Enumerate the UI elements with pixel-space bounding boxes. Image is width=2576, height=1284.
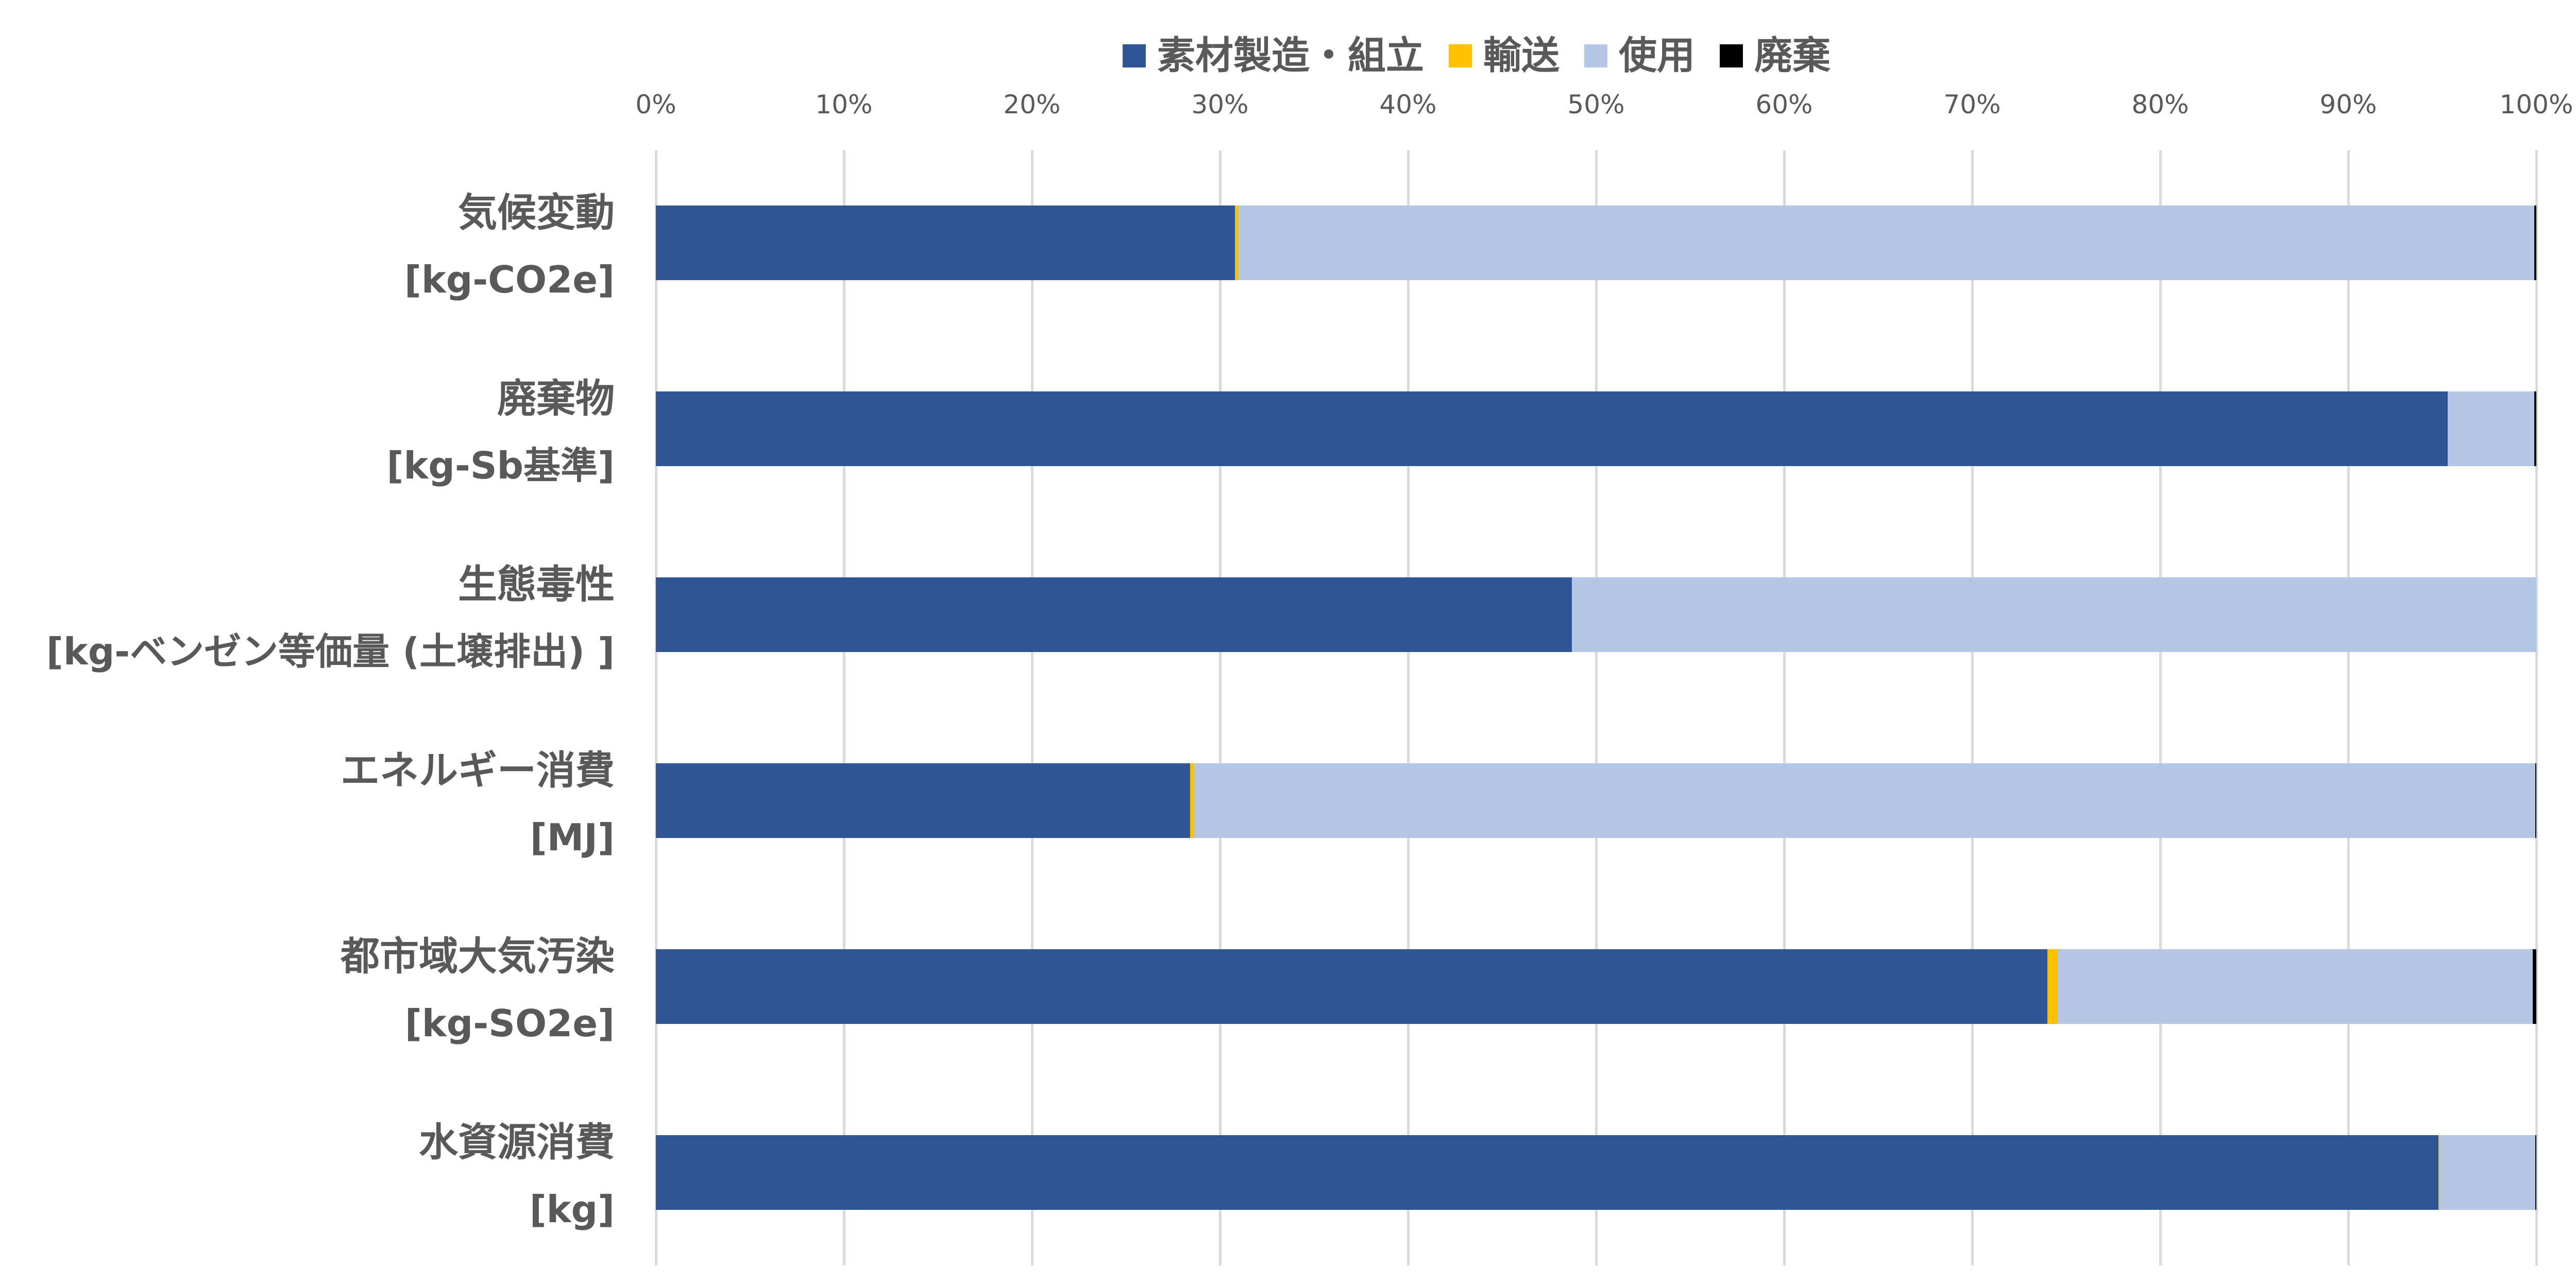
category-label: エネルギー消費 [MJ] bbox=[0, 747, 615, 859]
legend-label: 素材製造・組立 bbox=[1157, 33, 1424, 78]
legend-swatch-icon bbox=[1584, 44, 1607, 67]
category-name: 気候変動 bbox=[458, 190, 615, 235]
legend-item[interactable]: 廃棄 bbox=[1720, 37, 1831, 75]
x-tick-label: 90% bbox=[2319, 90, 2377, 119]
category-label: 都市域大気汚染 [kg-SO2e] bbox=[0, 937, 615, 1042]
legend-swatch-icon bbox=[1720, 44, 1743, 67]
legend-item[interactable]: 素材製造・組立 bbox=[1123, 37, 1424, 75]
gridline bbox=[2347, 150, 2350, 1265]
category-unit: [kg] bbox=[529, 1188, 615, 1231]
bar-segment[interactable] bbox=[656, 763, 1190, 838]
gridline bbox=[1971, 150, 1974, 1265]
bar-segment[interactable] bbox=[2532, 949, 2536, 1024]
x-tick-label: 50% bbox=[1567, 90, 1625, 119]
category-name: 生態毒性 bbox=[458, 561, 615, 607]
legend-swatch-icon bbox=[1449, 44, 1472, 67]
legend-label: 廃棄 bbox=[1754, 33, 1831, 78]
x-tick-label: 40% bbox=[1379, 90, 1437, 119]
legend-label: 輸送 bbox=[1483, 33, 1560, 78]
legend-swatch-icon bbox=[1123, 44, 1146, 67]
bar-row bbox=[656, 763, 2536, 838]
bar-segment[interactable] bbox=[2058, 949, 2533, 1024]
gridline bbox=[1783, 150, 1786, 1265]
gridline bbox=[843, 150, 845, 1265]
bar-segment[interactable] bbox=[2448, 391, 2535, 466]
x-tick-label: 10% bbox=[815, 90, 873, 119]
category-unit: [kg-SO2e] bbox=[404, 1002, 615, 1045]
category-name: 廃棄物 bbox=[497, 375, 615, 421]
bar-segment[interactable] bbox=[656, 577, 1572, 652]
gridline bbox=[2535, 150, 2538, 1265]
bar-segment[interactable] bbox=[656, 949, 2047, 1024]
category-name: エネルギー消費 bbox=[341, 747, 615, 793]
category-label: 生態毒性 [kg-ベンゼン等価量 (土壌排出) ] bbox=[0, 561, 615, 673]
category-unit: [kg-CO2e] bbox=[404, 258, 615, 301]
bar-row bbox=[656, 949, 2536, 1024]
category-unit: [MJ] bbox=[530, 816, 615, 859]
bar-segment[interactable] bbox=[2535, 763, 2536, 838]
bar-segment[interactable] bbox=[2047, 949, 2058, 1024]
x-tick-label: 60% bbox=[1755, 90, 1813, 119]
bar-row bbox=[656, 577, 2536, 652]
category-unit: [kg-ベンゼン等価量 (土壌排出) ] bbox=[46, 630, 615, 673]
bar-row bbox=[656, 1135, 2536, 1210]
category-label: 水資源消費 [kg] bbox=[0, 1123, 615, 1228]
x-tick-label: 20% bbox=[1003, 90, 1061, 119]
legend-item[interactable]: 輸送 bbox=[1449, 37, 1560, 75]
bar-segment[interactable] bbox=[1193, 763, 2536, 838]
bar-segment[interactable] bbox=[2534, 206, 2536, 280]
bar-segment[interactable] bbox=[656, 391, 2448, 466]
bar-segment[interactable] bbox=[1571, 577, 2536, 652]
gridline bbox=[1407, 150, 1410, 1265]
bar-row bbox=[656, 206, 2536, 280]
legend-item[interactable]: 使用 bbox=[1584, 37, 1695, 75]
category-label: 廃棄物 [kg-Sb基準] bbox=[0, 375, 615, 487]
bar-segment[interactable] bbox=[656, 1135, 2439, 1210]
x-tick-label: 30% bbox=[1191, 90, 1249, 119]
category-name: 都市域大気汚染 bbox=[341, 933, 615, 979]
chart-legend: 素材製造・組立 輸送 使用 廃棄 bbox=[1123, 30, 1855, 81]
bar-segment[interactable] bbox=[1235, 206, 1239, 280]
bar-row bbox=[656, 391, 2536, 466]
category-name: 水資源消費 bbox=[419, 1119, 615, 1165]
bar-segment[interactable] bbox=[1239, 206, 2535, 280]
category-label: 気候変動 [kg-CO2e] bbox=[0, 190, 615, 301]
x-tick-label: 100% bbox=[2499, 90, 2573, 119]
bar-segment[interactable] bbox=[1190, 763, 1194, 838]
gridline bbox=[1031, 150, 1033, 1265]
category-unit: [kg-Sb基準] bbox=[386, 444, 615, 487]
gridline bbox=[2159, 150, 2162, 1265]
bar-segment[interactable] bbox=[2438, 1135, 2439, 1210]
bar-segment[interactable] bbox=[656, 206, 1235, 280]
gridline bbox=[1219, 150, 1222, 1265]
gridline bbox=[655, 150, 657, 1265]
legend-label: 使用 bbox=[1619, 33, 1695, 78]
bar-segment[interactable] bbox=[2439, 1135, 2536, 1210]
bar-segment[interactable] bbox=[2535, 1135, 2536, 1210]
bar-segment[interactable] bbox=[2534, 391, 2536, 466]
gridline bbox=[1595, 150, 1598, 1265]
x-tick-label: 80% bbox=[2131, 90, 2189, 119]
x-tick-label: 0% bbox=[635, 90, 676, 119]
x-tick-label: 70% bbox=[1943, 90, 2001, 119]
